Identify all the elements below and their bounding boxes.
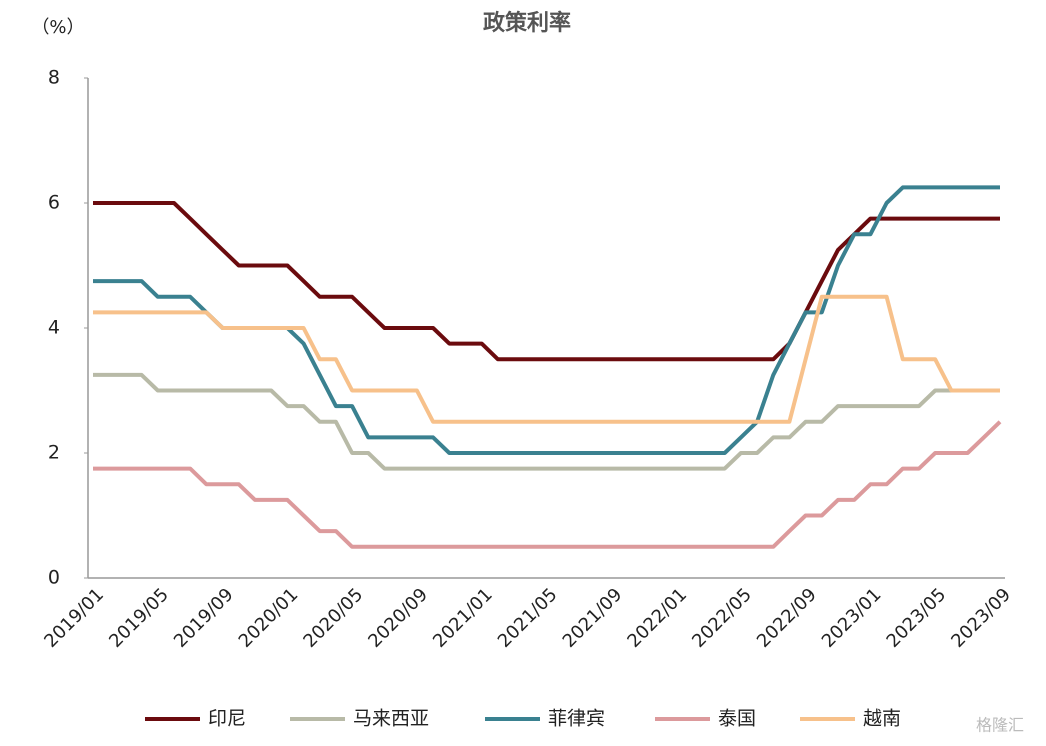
- x-tick-label: 2023/09: [947, 584, 1015, 652]
- x-tick-label: 2023/01: [818, 584, 886, 652]
- line-series: [93, 294, 1000, 424]
- legend-label: 菲律宾: [548, 708, 605, 730]
- x-tick-label: 2023/05: [883, 584, 951, 652]
- x-tick-label: 2022/01: [623, 584, 691, 652]
- x-tick-label: 2021/01: [429, 584, 497, 652]
- x-tick-label: 2020/09: [364, 584, 432, 652]
- y-tick-label: 8: [48, 67, 60, 89]
- legend-label: 泰国: [718, 708, 756, 730]
- x-tick-label: 2022/09: [753, 584, 821, 652]
- y-tick-label: 0: [48, 567, 60, 589]
- x-tick-label: 2021/05: [494, 584, 562, 652]
- y-tick-label: 6: [48, 192, 60, 214]
- watermark: 格隆汇: [976, 716, 1024, 735]
- y-tick-label: 2: [48, 442, 60, 464]
- legend-label: 印尼: [208, 708, 246, 730]
- line-series: [93, 372, 1000, 471]
- x-tick-label: 2020/05: [299, 584, 367, 652]
- y-tick-label: 4: [48, 317, 60, 339]
- x-tick-label: 2019/09: [170, 584, 238, 652]
- line-series: [93, 201, 1000, 362]
- y-axis-label: （%）: [31, 17, 84, 38]
- x-tick-label: 2019/01: [40, 584, 108, 652]
- x-tick-label: 2019/05: [105, 584, 173, 652]
- chart-title: 政策利率: [483, 10, 571, 36]
- legend-label: 马来西亚: [353, 708, 429, 730]
- x-tick-label: 2022/05: [688, 584, 756, 652]
- legend-label: 越南: [863, 708, 901, 730]
- x-tick-label: 2021/09: [559, 584, 627, 652]
- x-tick-label: 2020/01: [235, 584, 303, 652]
- line-series: [93, 420, 1002, 549]
